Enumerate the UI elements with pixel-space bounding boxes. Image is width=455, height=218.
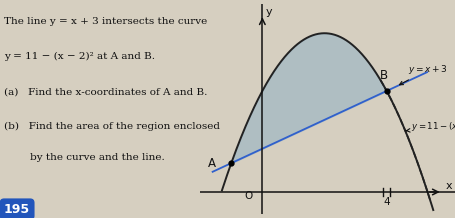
Text: (b)   Find the area of the region enclosed: (b) Find the area of the region enclosed [4, 122, 220, 131]
Text: O: O [244, 191, 253, 201]
Text: 195: 195 [4, 203, 30, 216]
Text: y = 11 − (x − 2)² at A and B.: y = 11 − (x − 2)² at A and B. [4, 52, 155, 61]
Text: x: x [446, 181, 452, 191]
Text: $y=x+3$: $y=x+3$ [399, 63, 448, 85]
Text: $y=11-(x-2)^2$: $y=11-(x-2)^2$ [406, 120, 455, 134]
Text: (a)   Find the x-coordinates of A and B.: (a) Find the x-coordinates of A and B. [4, 87, 207, 96]
Text: The line y = x + 3 intersects the curve: The line y = x + 3 intersects the curve [4, 17, 207, 26]
Text: A: A [208, 157, 216, 170]
Text: B: B [379, 69, 388, 82]
Text: y: y [265, 7, 272, 17]
Text: by the curve and the line.: by the curve and the line. [4, 153, 165, 162]
Text: 4: 4 [383, 197, 390, 207]
